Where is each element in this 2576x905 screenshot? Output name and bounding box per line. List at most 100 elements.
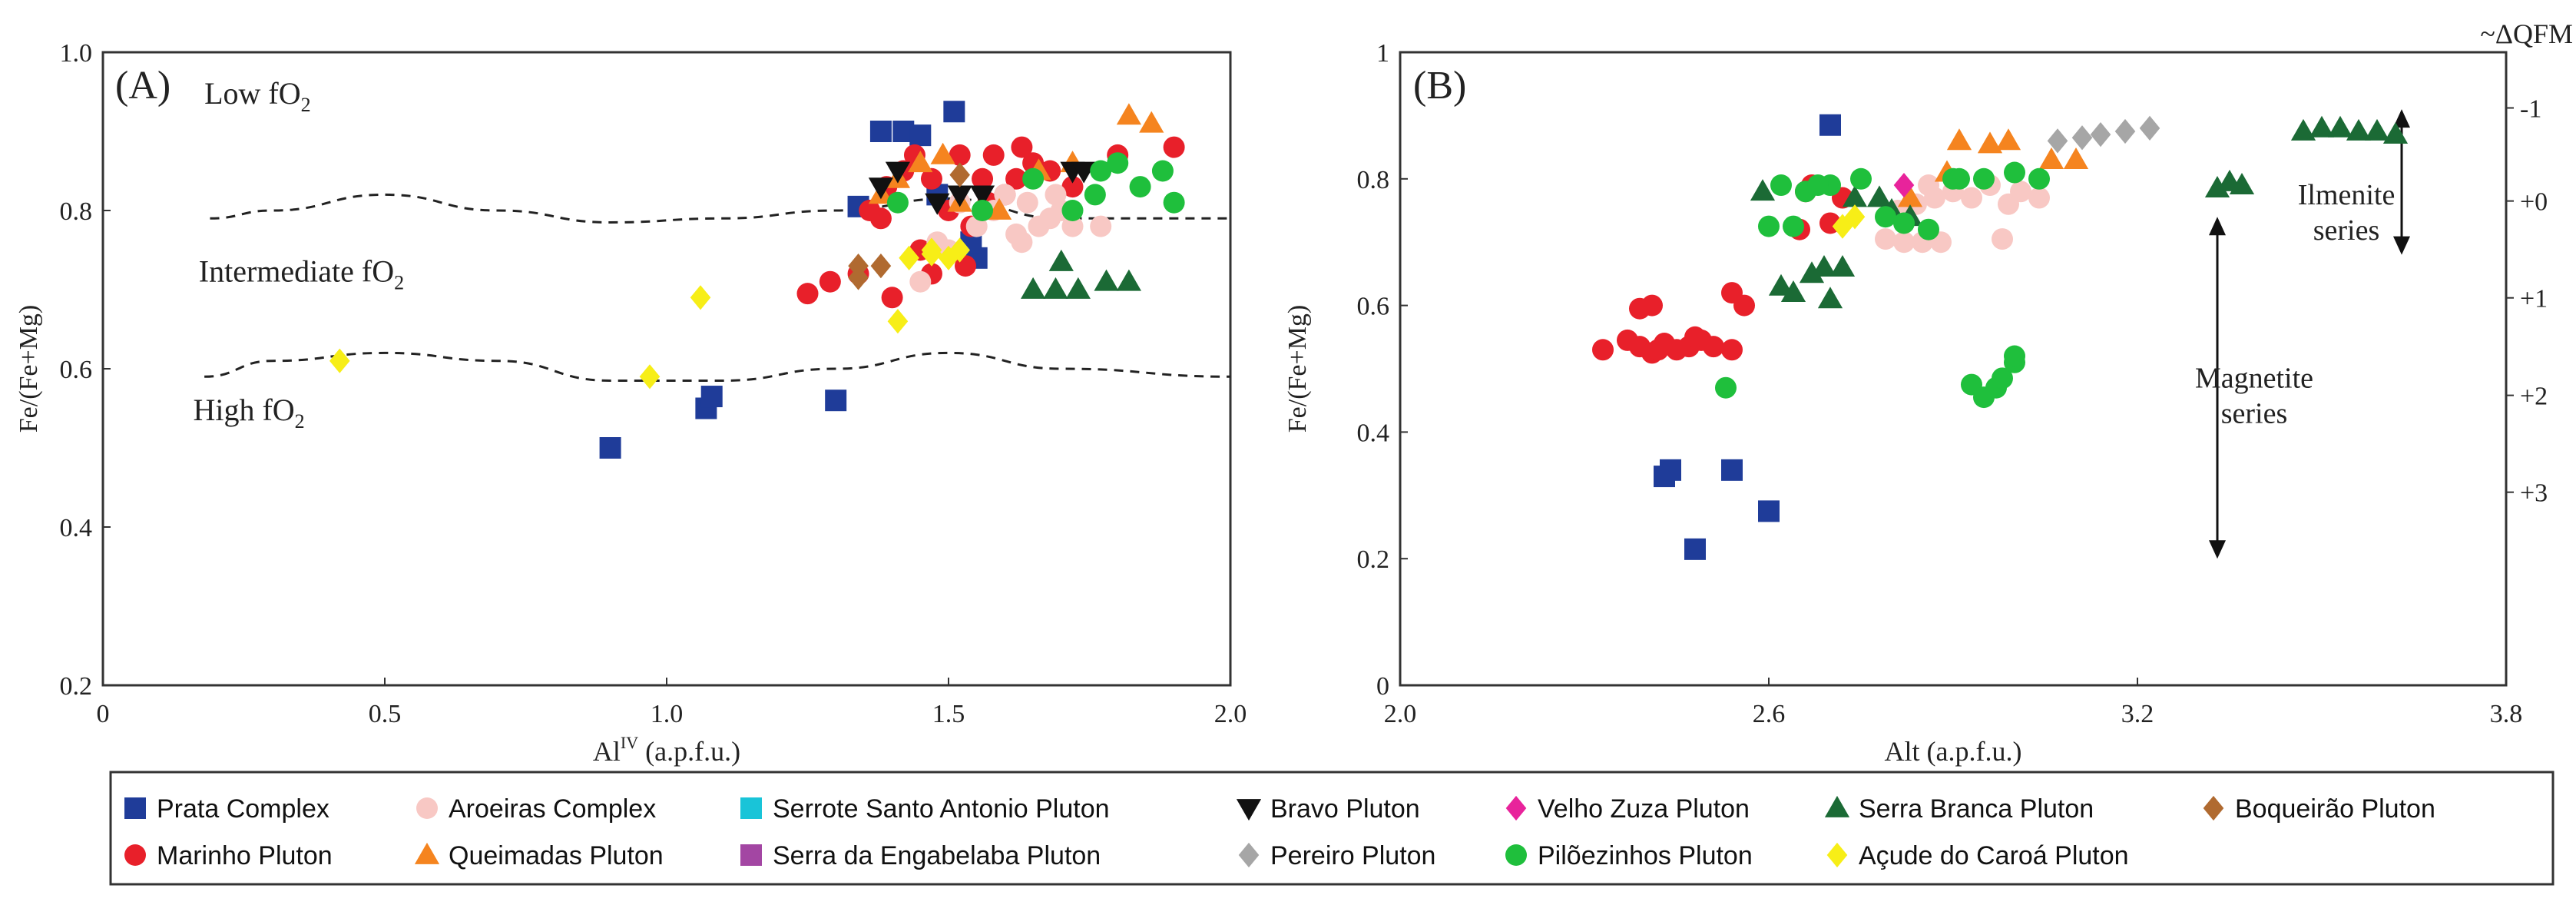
data-point-serrabranca	[2346, 118, 2372, 141]
y-tick-label: 0	[1376, 672, 1389, 701]
data-point-marinho	[1061, 176, 1084, 198]
data-point-pilo	[1770, 174, 1792, 197]
data-point-pilo	[972, 200, 994, 221]
legend: Prata Complex Aroeiras Complex Serrote San…	[109, 771, 2554, 886]
y-tick-label: 0.4	[1357, 419, 1390, 447]
data-point-pereiro	[2047, 128, 2068, 154]
data-point-pilo	[1783, 215, 1804, 237]
x-tick-label: 3.2	[2121, 700, 2154, 728]
data-point-bravo	[1071, 161, 1097, 184]
data-point-serrabranca	[2204, 176, 2230, 198]
data-point-prata	[825, 390, 847, 412]
data-point-serrabranca	[1842, 185, 1868, 207]
data-point-marinho	[1721, 339, 1743, 361]
data-point-marinho	[881, 287, 903, 309]
region-label-subscript: 2	[301, 94, 311, 116]
region-label-text: High fO	[193, 393, 294, 427]
data-point-prata	[869, 121, 892, 142]
data-point-queimadas	[930, 142, 955, 164]
data-point-bravo	[885, 161, 911, 184]
data-point-aroeiras	[1016, 191, 1038, 214]
panel-a: 0 0.5 1.0 1.5 2.00.20.40.60.81.0 Low fO2Inte…	[15, 39, 1247, 767]
data-point-queimadas	[2038, 147, 2064, 169]
data-point-acude	[887, 309, 909, 334]
legend-items: Prata Complex Aroeiras Complex Serrote San…	[124, 794, 2435, 870]
data-point-pilo	[1107, 152, 1129, 174]
data-point-aroeiras	[1875, 228, 1896, 250]
legend-marker-queimadas	[414, 842, 440, 864]
x-tick-label: 0	[97, 700, 110, 728]
panel-a-x-axis-label-main: Al	[593, 736, 621, 767]
data-point-queimadas	[1139, 111, 1164, 133]
data-point-serrabranca	[1048, 249, 1074, 271]
panel-b-x-axis-label-suffix: (a.p.f.u.)	[1920, 736, 2022, 767]
legend-item-pereiro: Pereiro Pluton	[1238, 841, 1435, 870]
legend-label: Pereiro Pluton	[1270, 841, 1435, 870]
legend-item-acude: Açude do Caroá Pluton	[1826, 841, 2129, 870]
oxide-series-label: series	[2313, 214, 2380, 247]
range-arrow-head-up	[2209, 217, 2226, 236]
data-point-serrabranca	[2327, 115, 2353, 138]
data-point-serrabranca	[1065, 277, 1091, 299]
data-point-serrabranca	[1817, 287, 1843, 309]
data-point-prata	[943, 101, 965, 123]
data-point-marinho	[1592, 339, 1614, 361]
y2-tick-label: +3	[2520, 479, 2548, 508]
data-point-boqueirao	[848, 265, 869, 290]
panel-a-ticks: 0 0.5 1.0 1.5 2.0 0.2 0.4 0.6 0.8 1.0	[60, 39, 1247, 728]
x-tick-label: 0.5	[369, 700, 402, 728]
data-point-serrabranca	[1866, 185, 1892, 207]
data-point-queimadas	[1977, 131, 2003, 154]
y-tick-label: 0.2	[60, 672, 93, 701]
oxide-series-label: series	[2221, 398, 2288, 430]
panel-a-label: (A)	[115, 64, 171, 108]
y-tick-label: 0.6	[60, 356, 93, 384]
region-label: Intermediate fO2	[199, 254, 404, 294]
data-point-marinho	[1641, 294, 1663, 317]
data-point-serrabranca	[1094, 269, 1119, 291]
data-point-prata	[1660, 459, 1681, 481]
panel-b-frame	[1399, 51, 2508, 687]
data-point-aroeiras	[2010, 181, 2031, 203]
data-point-queimadas	[1897, 185, 1923, 207]
legend-marker-engabelaba	[740, 844, 762, 866]
x-tick-label: 2.0	[1214, 700, 1247, 728]
legend-label: Serrote Santo Antonio Pluton	[773, 794, 1110, 824]
data-point-aroeiras	[1090, 215, 1112, 237]
data-point-marinho	[972, 167, 994, 190]
range-arrow-head-down	[2209, 540, 2226, 559]
y2-tick-label: -1	[2520, 95, 2541, 124]
legend-label: Queimadas Pluton	[449, 841, 664, 870]
legend-item-engabelaba: Serra da Engabelaba Pluton	[740, 841, 1101, 870]
legend-label: Pilõezinhos Pluton	[1538, 841, 1753, 870]
data-point-pereiro	[2090, 122, 2111, 148]
panel-a-y-axis-label: Fe/(Fe+Mg)	[15, 305, 43, 433]
legend-label: Açude do Caroá Pluton	[1859, 841, 2129, 870]
y-tick-label: 0.4	[60, 514, 93, 542]
legend-marker-marinho	[124, 844, 146, 866]
panel-a-x-axis-label: AlIV (a.p.f.u.)	[593, 733, 740, 767]
data-point-prata	[700, 386, 723, 408]
region-label-subscript: 2	[295, 410, 305, 433]
data-point-pereiro	[2139, 115, 2160, 141]
data-point-pilo	[1850, 167, 1872, 190]
region-label: Low fO2	[204, 76, 311, 116]
data-point-prata	[1721, 459, 1743, 481]
data-point-acude	[690, 285, 711, 310]
data-point-pilo	[2004, 345, 2025, 367]
data-point-pilo	[1758, 215, 1780, 237]
data-point-prata	[599, 437, 621, 459]
legend-marker-velho	[1505, 795, 1527, 821]
panel-b-secondary-axis-title: ~ΔQFM	[2480, 18, 2573, 49]
data-point-marinho	[1703, 336, 1724, 358]
data-point-bravo	[868, 177, 894, 200]
y-tick-label: 0.8	[1357, 166, 1390, 194]
data-point-acude	[921, 241, 942, 267]
region-label: High fO2	[193, 393, 304, 433]
data-point-bravo	[969, 185, 995, 207]
panel-a-x-axis-label-sup: IV	[621, 733, 638, 752]
y-tick-label: 0.8	[60, 197, 93, 226]
panel-a-boundaries	[204, 193, 1231, 382]
